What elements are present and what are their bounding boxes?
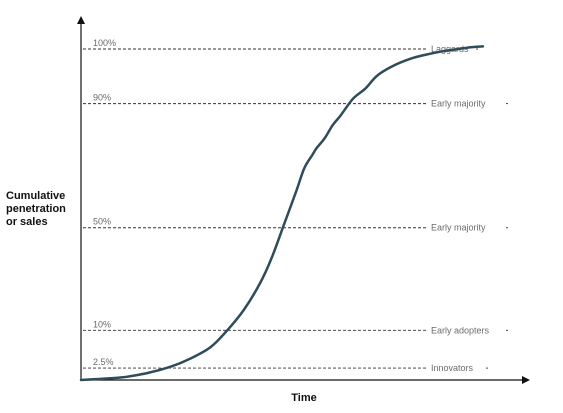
threshold-percent-label: 90% bbox=[93, 93, 111, 103]
x-axis-title: Time bbox=[291, 392, 317, 404]
threshold-percent-label: 100% bbox=[93, 38, 116, 48]
adoption-s-curve bbox=[79, 45, 485, 382]
segment-label: Early adopters bbox=[431, 325, 490, 335]
y-axis-title-line-3: or sales bbox=[6, 216, 48, 228]
y-axis-title: Cumulative penetration or sales bbox=[6, 190, 82, 229]
threshold-percent-label: 2.5% bbox=[93, 357, 114, 367]
segment-label: Early majority bbox=[431, 99, 486, 109]
segment-label: Innovators bbox=[431, 363, 474, 373]
y-axis-title-line-1: Cumulative bbox=[6, 190, 66, 202]
y-axis-title-line-2: penetration bbox=[6, 203, 66, 215]
threshold-percent-label: 10% bbox=[93, 319, 111, 329]
threshold-percent-label: 50% bbox=[93, 217, 111, 227]
segment-label: Early majority bbox=[431, 223, 486, 233]
